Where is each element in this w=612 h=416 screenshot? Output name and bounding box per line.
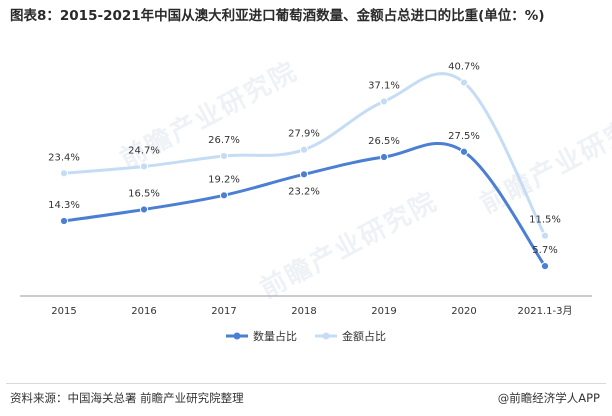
data-point (459, 147, 469, 156)
legend-marker (233, 332, 241, 340)
x-tick-label: 2016 (131, 306, 156, 317)
data-point (219, 151, 229, 161)
data-label: 40.7% (448, 62, 480, 73)
source-note: 资料来源：中国海关总署 前瞻产业研究院整理 (10, 391, 244, 405)
footer-divider (6, 383, 606, 384)
legend-label: 金额占比 (342, 329, 386, 343)
data-label: 24.7% (128, 145, 160, 156)
data-label: 16.5% (128, 188, 160, 199)
data-point (299, 145, 309, 154)
data-point (540, 231, 550, 240)
data-point (139, 205, 149, 214)
series-line-quantity (62, 141, 547, 268)
x-tick-label: 2019 (371, 306, 396, 317)
x-tick-label: 2018 (291, 306, 316, 317)
data-point (540, 262, 550, 271)
data-label: 26.7% (208, 135, 240, 146)
data-label: 37.1% (368, 80, 400, 91)
series-line-amount (62, 72, 547, 238)
data-point (459, 78, 469, 87)
x-tick-label: 2020 (451, 306, 476, 317)
data-label: 11.5% (529, 215, 561, 226)
data-label: 27.5% (448, 131, 480, 142)
data-label: 26.5% (368, 136, 400, 147)
x-tick-label: 2017 (211, 306, 236, 317)
legend-marker (322, 332, 330, 340)
x-tick-label: 2021.1-3月 (518, 305, 573, 317)
line-chart: 2015 2016 2017 2018 2019 2020 2021.1-3月 14.3% 16… (20, 62, 592, 343)
data-label: 14.3% (48, 200, 80, 211)
data-label: 27.9% (288, 129, 320, 140)
data-point (59, 169, 69, 178)
data-label: 19.2% (208, 174, 240, 185)
data-point (379, 97, 389, 106)
data-point (219, 191, 229, 200)
data-label: 23.4% (48, 152, 80, 163)
data-point (299, 170, 309, 179)
chart-title: 图表8：2015-2021年中国从澳大利亚进口葡萄酒数量、金额占总进口的比重(单… (10, 8, 545, 24)
data-point (139, 162, 149, 171)
brand-label: @前瞻经济学人APP (497, 391, 600, 405)
data-label: 23.2% (288, 186, 320, 197)
x-tick-label: 2015 (51, 306, 76, 317)
data-point (59, 216, 69, 226)
legend-label: 数量占比 (253, 329, 297, 343)
data-point (379, 152, 389, 162)
data-label: 5.7% (532, 245, 557, 256)
